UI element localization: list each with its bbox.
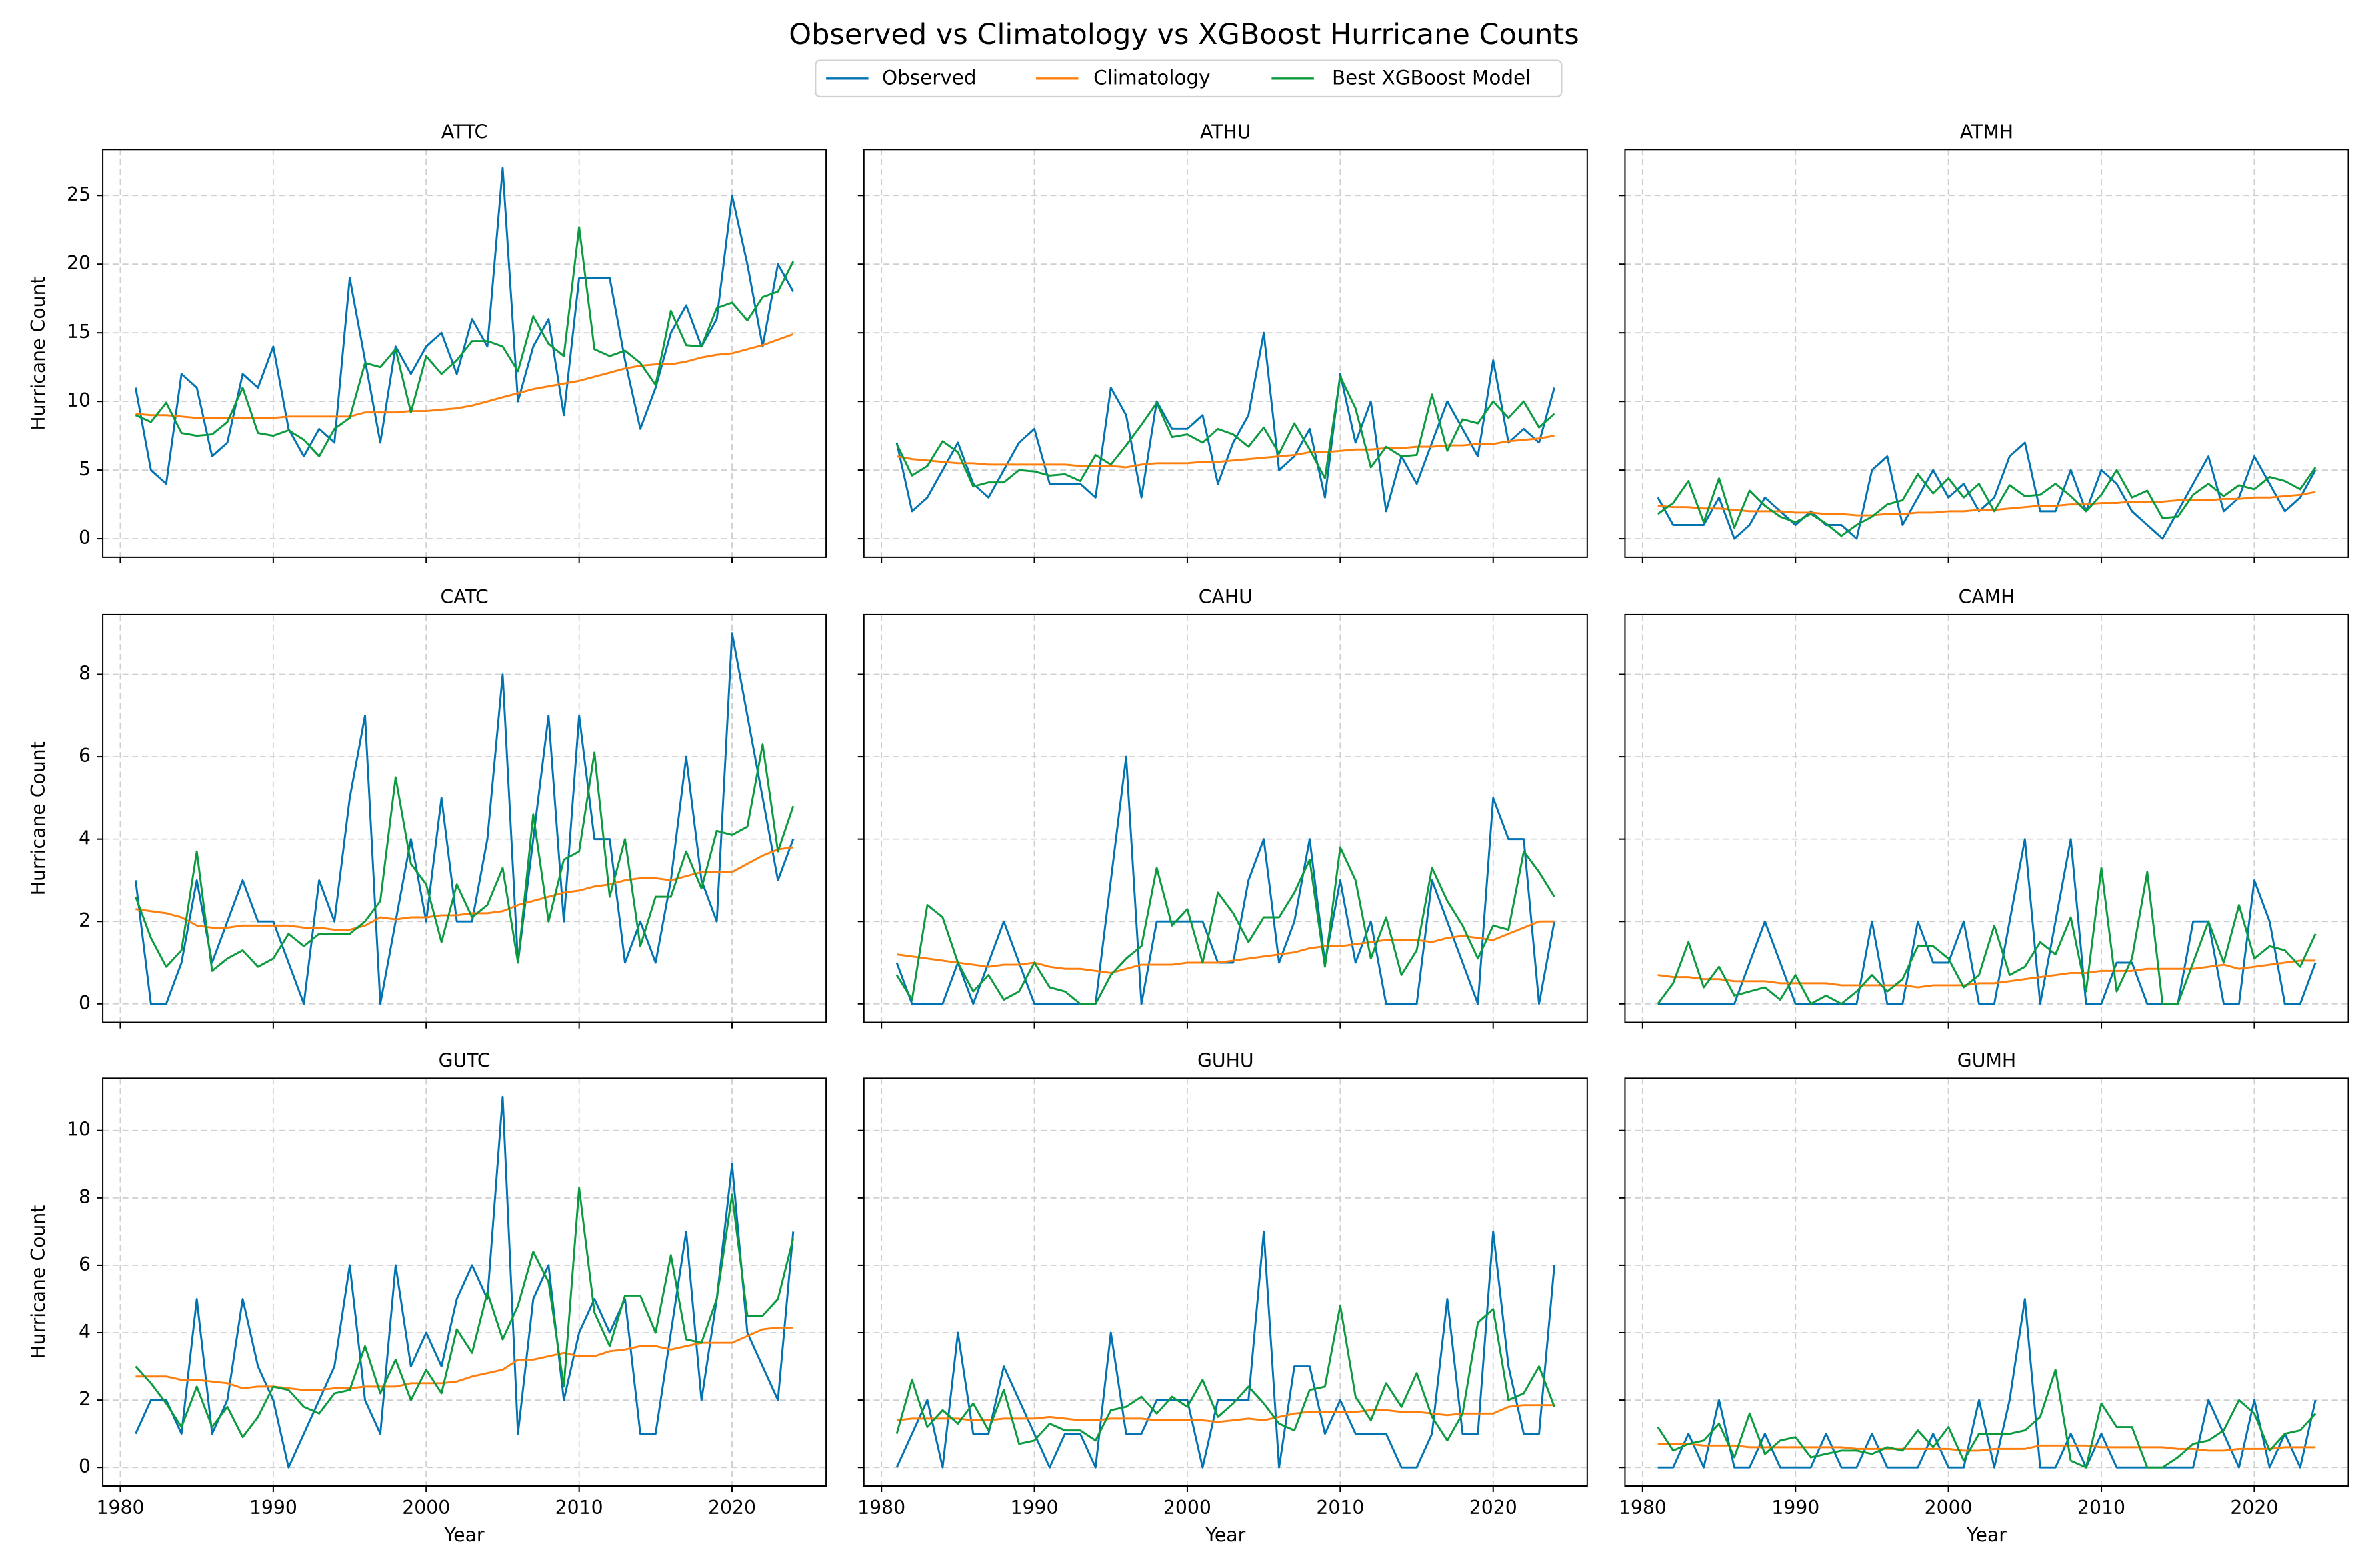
y-tick-label: 20 [67, 252, 91, 274]
series-line [1657, 867, 2317, 1005]
series-line [134, 167, 795, 485]
axes-frame [102, 149, 827, 558]
y-tick-label: 8 [79, 663, 91, 685]
series-line [1657, 1443, 2316, 1452]
x-tick-label: 2000 [1163, 1497, 1211, 1519]
series-line [1657, 838, 2317, 1005]
series-line [895, 1305, 1555, 1445]
legend-label: Observed [882, 66, 977, 89]
panel-title: ATTC [441, 121, 487, 143]
figure-title: Observed vs Climatology vs XGBoost Hurri… [789, 18, 1579, 51]
series-line [895, 755, 1555, 1005]
series-line [1657, 467, 2317, 537]
series-line [1657, 959, 2316, 989]
series-line [895, 1230, 1555, 1469]
x-tick-label: 1990 [249, 1497, 297, 1519]
series-line [896, 1404, 1555, 1423]
y-tick-label: 2 [79, 909, 91, 931]
x-tick-label: 2010 [1316, 1497, 1364, 1519]
series-line [895, 375, 1555, 488]
series-line [896, 920, 1555, 974]
x-tick-label: 2000 [1925, 1497, 1973, 1519]
series-line [135, 846, 794, 931]
y-tick-label: 2 [79, 1388, 91, 1410]
series-line [1657, 491, 2316, 517]
series-line [135, 333, 794, 419]
panel-title: GUMH [1957, 1049, 2016, 1071]
axes-frame [102, 613, 827, 1023]
series-line [135, 1095, 795, 1469]
panel-title: CAMH [1959, 586, 2015, 608]
x-tick-label: 2010 [2077, 1497, 2125, 1519]
x-tick-label: 1990 [1011, 1497, 1059, 1519]
series-line [895, 331, 1555, 513]
axes-frame [1624, 149, 2349, 558]
x-tick-label: 2020 [708, 1497, 756, 1519]
series-line [135, 743, 795, 972]
y-axis-label: Hurricane Count [27, 277, 49, 431]
panel-title: ATHU [1200, 121, 1251, 143]
panel-title: GUHU [1197, 1049, 1254, 1071]
series-line [896, 435, 1555, 469]
series-line [1657, 1297, 2317, 1469]
series-line [1657, 441, 2317, 540]
legend-label: Climatology [1093, 66, 1210, 89]
y-tick-label: 4 [79, 1321, 91, 1343]
y-tick-label: 4 [79, 827, 91, 849]
x-axis-label: Year [1205, 1524, 1245, 1546]
y-axis-label: Hurricane Count [27, 1205, 49, 1359]
panel-title: ATMH [1960, 121, 2013, 143]
y-tick-label: 5 [79, 458, 91, 480]
series-line [895, 846, 1555, 1005]
panel-title: CATC [440, 586, 488, 608]
x-tick-label: 2020 [1469, 1497, 1517, 1519]
x-tick-label: 1990 [1771, 1497, 1819, 1519]
x-tick-label: 1980 [857, 1497, 905, 1519]
y-tick-label: 6 [79, 1253, 91, 1275]
x-tick-label: 2020 [2230, 1497, 2278, 1519]
series-line [1657, 1369, 2317, 1469]
legend-box [815, 59, 1563, 98]
axes-frame [1624, 613, 2349, 1023]
panel-title: CAHU [1199, 586, 1253, 608]
x-tick-label: 2000 [402, 1497, 450, 1519]
y-tick-label: 0 [79, 992, 91, 1014]
y-tick-label: 25 [67, 183, 91, 205]
x-axis-label: Year [1966, 1524, 2007, 1546]
axes-frame [863, 613, 1588, 1023]
axes-frame [863, 149, 1588, 558]
series-line [135, 1326, 793, 1391]
y-tick-label: 0 [79, 1455, 91, 1477]
y-axis-label: Hurricane Count [27, 741, 49, 895]
y-tick-label: 6 [79, 745, 91, 767]
x-tick-label: 1980 [96, 1497, 144, 1519]
series-line [134, 632, 795, 1005]
panel-title: GUTC [439, 1049, 491, 1071]
y-tick-label: 0 [79, 527, 91, 549]
legend-label: Best XGBoost Model [1332, 66, 1531, 89]
y-tick-label: 10 [67, 389, 91, 411]
x-tick-label: 1980 [1619, 1497, 1667, 1519]
y-tick-label: 8 [79, 1186, 91, 1208]
x-axis-label: Year [444, 1524, 485, 1546]
series-line [135, 226, 795, 457]
axes-frame [1624, 1077, 2349, 1487]
series-line [135, 1187, 795, 1439]
y-tick-label: 10 [67, 1119, 91, 1141]
y-tick-label: 15 [67, 321, 91, 343]
x-tick-label: 2010 [555, 1497, 603, 1519]
axes-frame [863, 1077, 1588, 1487]
axes-frame [102, 1077, 827, 1487]
